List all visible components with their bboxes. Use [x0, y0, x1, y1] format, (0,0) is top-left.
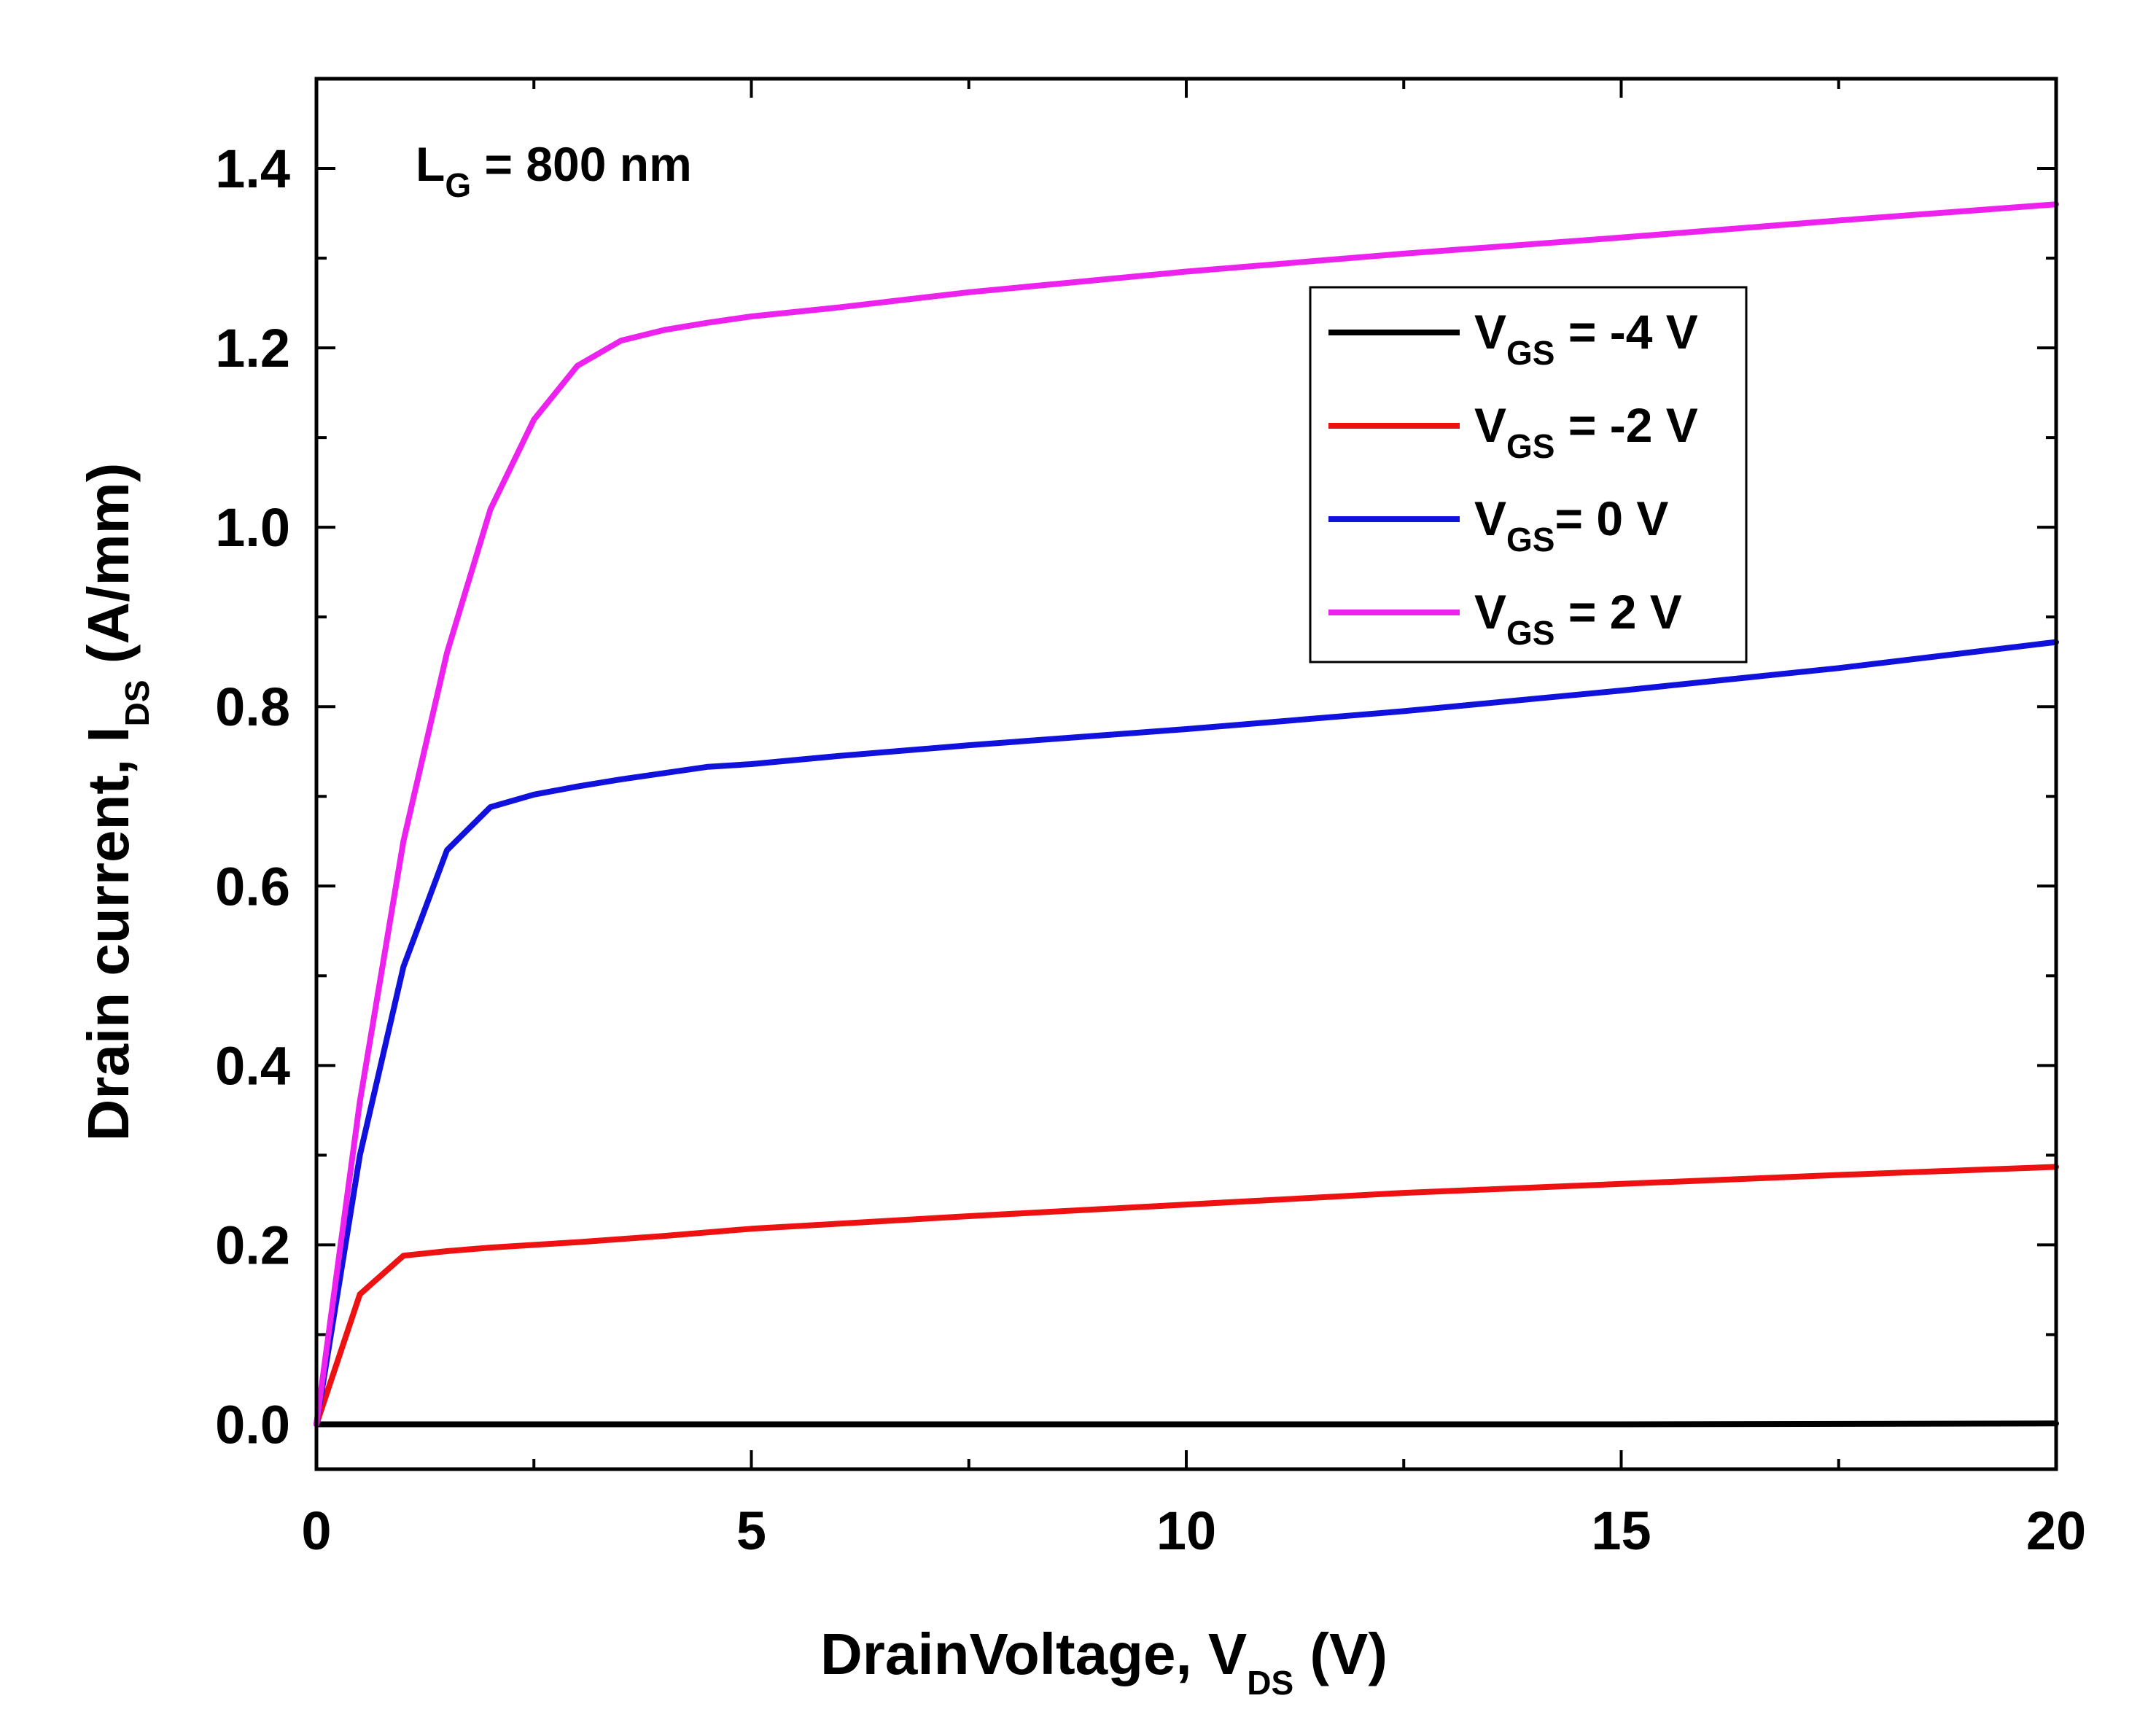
- y-tick-label: 1.2: [215, 318, 290, 378]
- series-line-1: [314, 1164, 2059, 1428]
- gate-length-annotation: LG = 800 nm: [416, 137, 692, 204]
- series-line-0: [314, 1420, 2059, 1428]
- y-tick-label: 0.0: [215, 1394, 290, 1455]
- legend-label-0: VGS = -4 V: [1474, 305, 1698, 372]
- legend-box: [1309, 286, 1748, 663]
- legend-label-3: VGS = 2 V: [1474, 585, 1682, 652]
- series-lines: [314, 201, 2059, 1428]
- x-tick-label: 5: [736, 1500, 766, 1561]
- x-axis-title: DrainVoltage, VDS (V): [820, 1622, 1388, 1702]
- axis-ticks: [315, 79, 2058, 1469]
- legend-label-1: VGS = -2 V: [1474, 398, 1698, 465]
- x-tick-label: 10: [1156, 1500, 1216, 1561]
- y-tick-label: 0.6: [215, 856, 290, 916]
- y-tick-label: 1.0: [215, 497, 290, 558]
- legend-label-2: VGS= 0 V: [1474, 491, 1668, 558]
- legend: VGS = -4 V VGS = -2 V VGS= 0 V VGS = 2 V: [1309, 286, 1748, 663]
- series-line-2: [314, 639, 2059, 1428]
- y-tick-label: 0.2: [215, 1215, 290, 1275]
- y-axis-title: Drain current, IDS (A/mm): [76, 463, 156, 1142]
- plot-frame: [314, 77, 2058, 1471]
- y-tick-label: 0.8: [215, 677, 290, 737]
- x-tick-label: 0: [301, 1500, 331, 1561]
- y-tick-label: 0.4: [215, 1035, 290, 1096]
- y-tick-label: 1.4: [215, 139, 290, 199]
- series-line-3: [314, 201, 2059, 1428]
- x-tick-label: 20: [2026, 1500, 2086, 1561]
- x-tick-label: 15: [1591, 1500, 1651, 1561]
